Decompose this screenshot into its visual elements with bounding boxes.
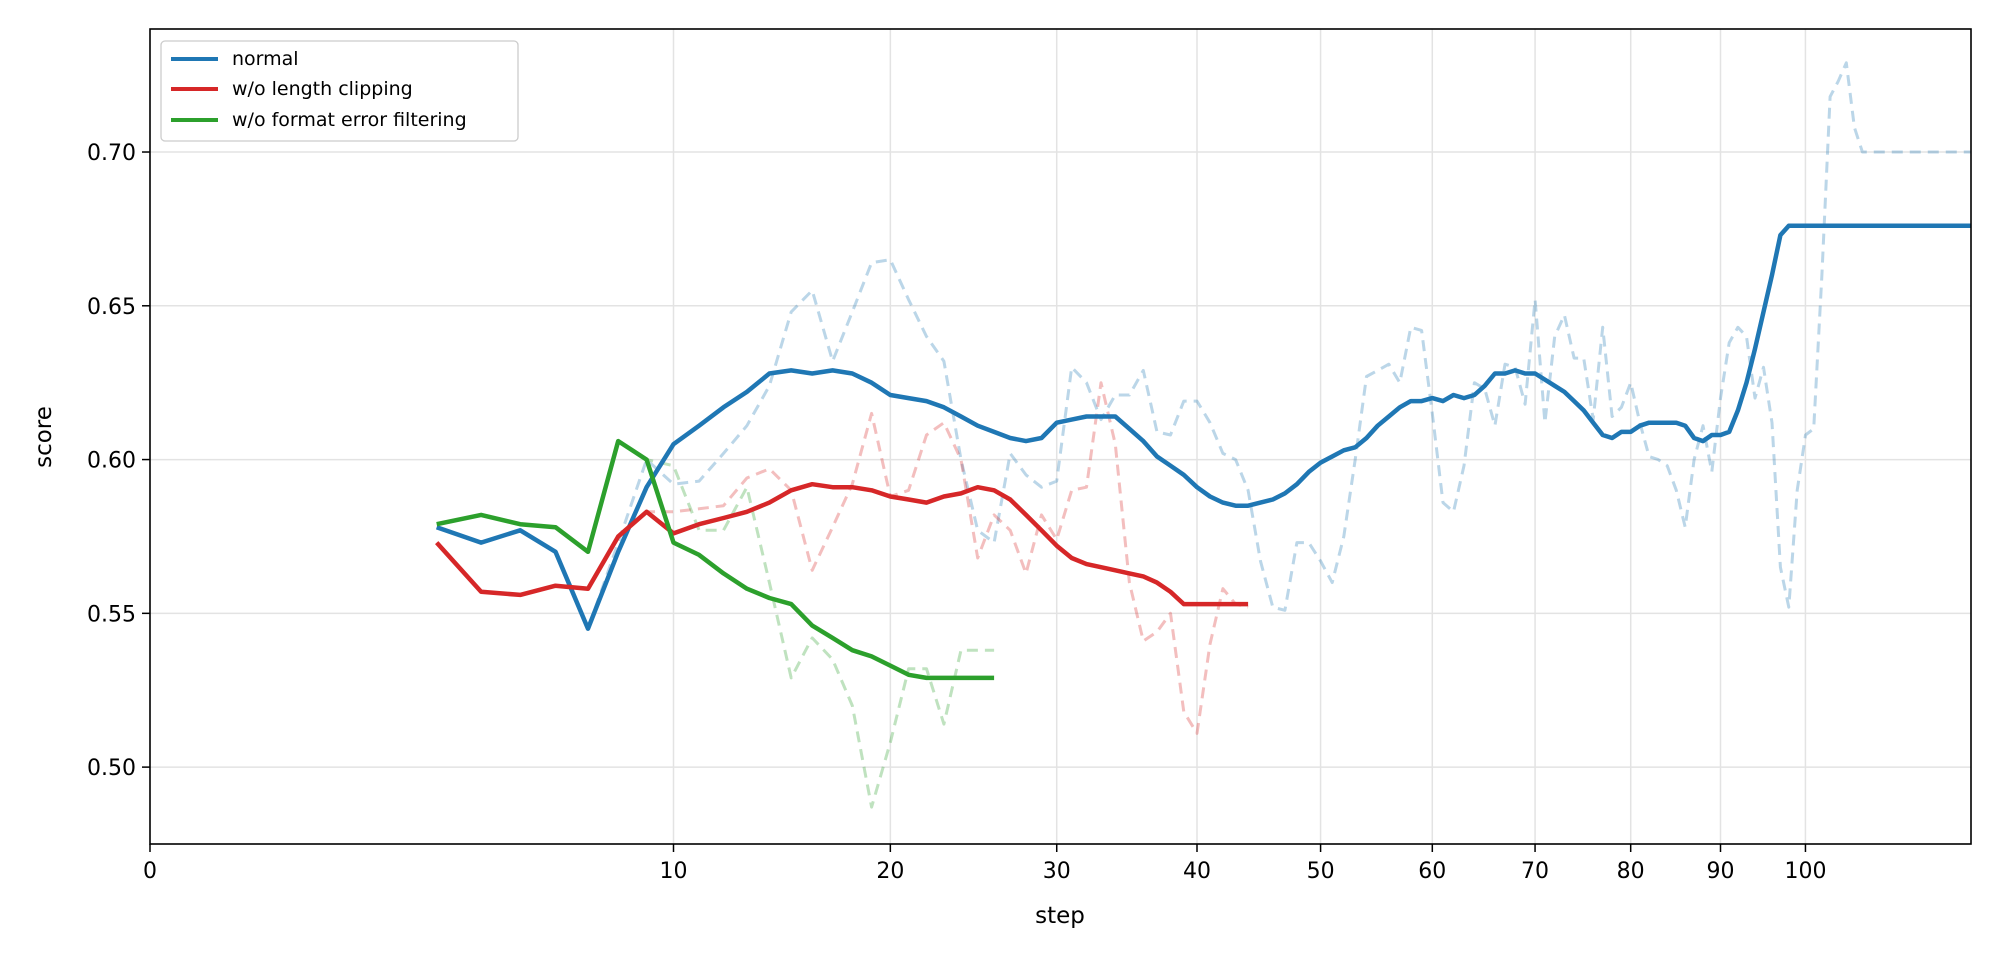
x-tick-label: 20 xyxy=(876,859,904,884)
x-tick-label: 0 xyxy=(143,859,157,884)
x-tick-label: 30 xyxy=(1043,859,1071,884)
plot-frame xyxy=(149,28,1972,845)
x-tick-label: 100 xyxy=(1784,859,1826,884)
x-tick-label: 80 xyxy=(1617,859,1645,884)
grid-lines xyxy=(150,29,1971,844)
y-tick-label: 0.60 xyxy=(87,449,136,474)
raw-series-normal xyxy=(436,61,1971,631)
legend-label-normal: normal xyxy=(232,48,299,70)
x-axis-ticks: 0 10 20 30 40 50 60 70 80 90 100 xyxy=(143,844,1826,884)
x-tick-label: 60 xyxy=(1418,859,1446,884)
y-tick-label: 0.55 xyxy=(87,602,136,627)
x-axis-label: step xyxy=(1035,903,1085,929)
y-axis-label: score xyxy=(31,406,57,468)
x-tick-label: 70 xyxy=(1521,859,1549,884)
y-tick-label: 0.50 xyxy=(87,756,136,781)
y-axis-ticks: 0.50 0.55 0.60 0.65 0.70 xyxy=(87,141,150,781)
smoothed-series-lines xyxy=(435,223,1971,681)
x-tick-label: 90 xyxy=(1707,859,1735,884)
smoothed-series-w-o-format-error-filtering xyxy=(436,438,995,681)
x-tick-label: 10 xyxy=(660,859,688,884)
legend-label-format-filtering: w/o format error filtering xyxy=(232,109,467,131)
legend-box xyxy=(160,40,519,142)
y-tick-label: 0.70 xyxy=(87,141,136,166)
y-tick-label: 0.65 xyxy=(87,295,136,320)
smoothed-series-normal xyxy=(435,223,1971,631)
legend-label-length-clipping: w/o length clipping xyxy=(232,78,413,100)
x-tick-label: 50 xyxy=(1307,859,1335,884)
raw-series-w-o-length-clipping xyxy=(435,381,1249,735)
x-tick-label: 40 xyxy=(1183,859,1211,884)
legend: normal w/o length clipping w/o format er… xyxy=(160,40,519,142)
